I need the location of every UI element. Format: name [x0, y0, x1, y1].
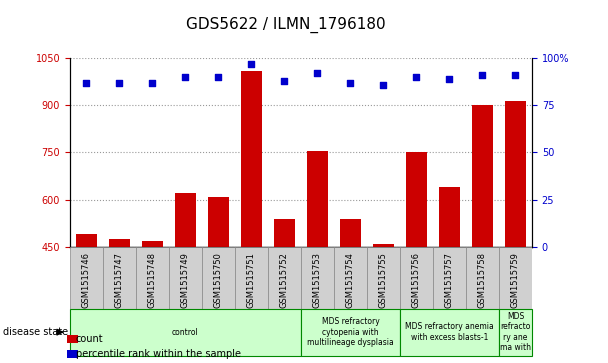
Text: GSM1515750: GSM1515750 — [214, 252, 223, 308]
Bar — [75, 234, 97, 363]
Bar — [169, 247, 202, 309]
Point — [148, 80, 157, 86]
Bar — [202, 247, 235, 309]
Point — [213, 74, 223, 80]
Bar — [367, 247, 400, 309]
Bar — [70, 309, 301, 356]
Bar — [208, 196, 229, 363]
Point — [478, 72, 488, 78]
Point — [511, 72, 520, 78]
Point — [280, 78, 289, 83]
Bar — [136, 247, 169, 309]
Bar — [301, 247, 334, 309]
Text: GSM1515747: GSM1515747 — [115, 252, 124, 308]
Bar — [373, 244, 394, 363]
Bar — [400, 247, 433, 309]
Text: GSM1515749: GSM1515749 — [181, 252, 190, 308]
Bar — [472, 105, 493, 363]
Bar — [235, 247, 268, 309]
Bar — [301, 309, 400, 356]
Point — [247, 61, 257, 67]
Text: GSM1515756: GSM1515756 — [412, 252, 421, 308]
Text: GSM1515754: GSM1515754 — [346, 252, 355, 308]
Bar — [67, 350, 78, 358]
Bar — [433, 247, 466, 309]
Bar — [499, 309, 532, 356]
Text: count: count — [76, 334, 103, 344]
Text: GSM1515757: GSM1515757 — [445, 252, 454, 308]
Bar — [466, 247, 499, 309]
Text: GSM1515752: GSM1515752 — [280, 252, 289, 308]
Text: MDS
refracto
ry ane
ma with: MDS refracto ry ane ma with — [500, 312, 531, 352]
Text: GSM1515748: GSM1515748 — [148, 252, 157, 308]
Text: GSM1515746: GSM1515746 — [82, 252, 91, 308]
Bar — [499, 247, 532, 309]
Bar — [268, 247, 301, 309]
Bar — [103, 247, 136, 309]
Point — [412, 74, 421, 80]
Text: GSM1515759: GSM1515759 — [511, 252, 520, 308]
Bar — [67, 335, 78, 343]
Bar — [306, 151, 328, 363]
Text: disease state: disease state — [3, 327, 68, 337]
Text: GSM1515758: GSM1515758 — [478, 252, 487, 308]
Bar — [340, 219, 361, 363]
Bar — [274, 219, 295, 363]
Point — [444, 76, 454, 82]
Bar — [505, 101, 526, 363]
Text: GSM1515753: GSM1515753 — [313, 252, 322, 308]
Text: percentile rank within the sample: percentile rank within the sample — [76, 349, 241, 359]
Point — [114, 80, 124, 86]
Text: MDS refractory anemia
with excess blasts-1: MDS refractory anemia with excess blasts… — [405, 322, 494, 342]
Bar — [334, 247, 367, 309]
Point — [81, 80, 91, 86]
Bar — [174, 193, 196, 363]
Bar — [241, 71, 262, 363]
Bar — [400, 309, 499, 356]
Point — [181, 74, 190, 80]
Bar — [406, 152, 427, 363]
Point — [379, 82, 389, 87]
Text: GDS5622 / ILMN_1796180: GDS5622 / ILMN_1796180 — [186, 16, 385, 33]
Text: control: control — [172, 328, 199, 337]
Text: GSM1515755: GSM1515755 — [379, 252, 388, 308]
Bar — [439, 187, 460, 363]
Point — [313, 70, 322, 76]
Bar — [109, 239, 130, 363]
Point — [345, 80, 355, 86]
Bar — [70, 247, 103, 309]
Text: GSM1515751: GSM1515751 — [247, 252, 256, 308]
Bar — [142, 241, 163, 363]
Text: MDS refractory
cytopenia with
multilineage dysplasia: MDS refractory cytopenia with multilinea… — [307, 317, 394, 347]
